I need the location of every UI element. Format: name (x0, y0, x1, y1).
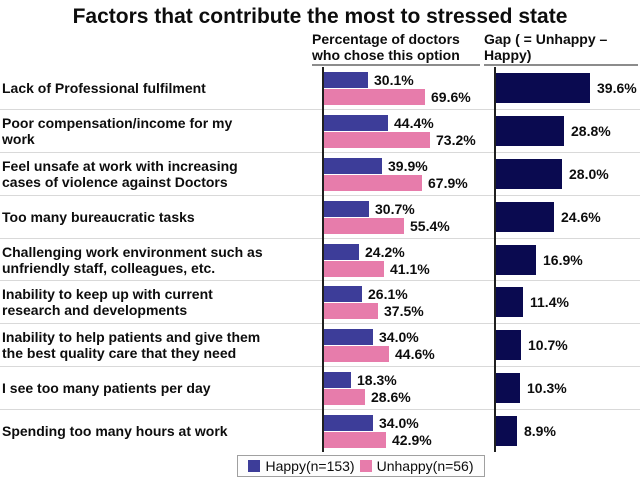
gap-value-label: 39.6% (597, 80, 637, 96)
happy-value-label: 18.3% (357, 372, 397, 389)
chart-area: Lack of Professional fulfilment 30.1% 69.6… (0, 67, 640, 452)
gap-value-label: 10.3% (527, 380, 567, 397)
category-label: Poor compensation/income for my work (2, 114, 233, 147)
unhappy-value-label: 44.6% (395, 346, 435, 363)
happy-bar (324, 415, 373, 432)
happy-value-label: 39.9% (388, 157, 428, 174)
category-label: Spending too many hours at work (2, 423, 228, 440)
gap-header-underline (484, 64, 638, 66)
percentage-column-header: Percentage of doctors who chose this opt… (312, 31, 460, 63)
gap-value-label: 11.4% (530, 294, 569, 311)
gap-bar (496, 201, 554, 232)
happy-bar (324, 157, 382, 174)
happy-bar (324, 200, 369, 217)
happy-bar (324, 114, 388, 131)
happy-value-label: 30.1% (374, 72, 414, 88)
category-label: Inability to help patients and give them… (2, 329, 261, 362)
gap-bar (496, 73, 590, 103)
category-label: Feel unsafe at work with increasing case… (2, 157, 238, 190)
unhappy-value-label: 42.9% (392, 432, 432, 449)
happy-legend-swatch-icon (248, 460, 261, 472)
happy-value-label: 34.0% (379, 415, 419, 432)
happy-value-label: 44.4% (394, 114, 434, 131)
unhappy-value-label: 67.9% (428, 174, 468, 191)
chart-title: Factors that contribute the most to stre… (72, 5, 568, 28)
unhappy-bar (324, 346, 389, 363)
percentage-header-underline (312, 64, 480, 66)
happy-bar (324, 72, 368, 88)
gap-value-label: 10.7% (528, 337, 568, 354)
unhappy-value-label: 41.1% (390, 260, 430, 277)
happy-value-label: 30.7% (375, 200, 415, 217)
gap-bar (496, 330, 521, 361)
gap-bar (496, 373, 520, 404)
chart-row: Lack of Professional fulfilment 30.1% 69.6… (0, 67, 640, 110)
gap-bar (496, 416, 517, 447)
chart-row: Inability to keep up with current resear… (0, 281, 640, 325)
happy-bar (324, 329, 373, 346)
unhappy-value-label: 55.4% (410, 217, 450, 234)
unhappy-legend-label: Unhappy(n=56) (376, 458, 474, 474)
happy-value-label: 24.2% (365, 243, 405, 260)
gap-value-label: 28.0% (569, 165, 609, 182)
gap-value-label: 16.9% (543, 251, 583, 268)
gap-value-label: 8.9% (524, 423, 556, 440)
unhappy-value-label: 28.6% (371, 389, 411, 406)
unhappy-bar (324, 89, 425, 105)
legend: Happy(n=153) Unhappy(n=56) (237, 455, 485, 477)
unhappy-bar (324, 131, 430, 148)
unhappy-value-label: 37.5% (384, 303, 424, 320)
unhappy-bar (324, 389, 365, 406)
category-label: Lack of Professional fulfilment (2, 79, 206, 96)
category-label: I see too many patients per day (2, 380, 211, 397)
unhappy-bar (324, 174, 422, 191)
gap-axis-line (494, 67, 496, 452)
chart-row: I see too many patients per day 18.3% 28.6… (0, 367, 640, 411)
gap-value-label: 24.6% (561, 208, 601, 225)
unhappy-value-label: 73.2% (436, 131, 476, 148)
unhappy-bar (324, 260, 384, 277)
unhappy-bar (324, 217, 404, 234)
happy-bar (324, 372, 351, 389)
unhappy-legend-swatch-icon (359, 460, 372, 472)
happy-bar (324, 243, 359, 260)
unhappy-value-label: 69.6% (431, 89, 471, 105)
gap-bar (496, 158, 562, 189)
gap-bar (496, 115, 564, 146)
chart-row: Challenging work environment such as unf… (0, 239, 640, 282)
unhappy-bar (324, 432, 386, 449)
percentage-axis-line (322, 67, 324, 452)
category-label: Too many bureaucratic tasks (2, 208, 195, 225)
unhappy-bar (324, 303, 378, 320)
chart-row: Poor compensation/income for my work 44.4… (0, 110, 640, 153)
gap-bar (496, 244, 536, 275)
gap-bar (496, 287, 523, 318)
category-label: Challenging work environment such as unf… (2, 243, 263, 276)
happy-legend-label: Happy(n=153) (265, 458, 355, 474)
happy-bar (324, 286, 362, 303)
happy-value-label: 34.0% (379, 329, 419, 346)
category-label: Inability to keep up with current resear… (2, 286, 213, 319)
chart-row: Feel unsafe at work with increasing case… (0, 153, 640, 196)
happy-value-label: 26.1% (368, 286, 408, 303)
gap-value-label: 28.8% (571, 122, 611, 139)
chart-row: Too many bureaucratic tasks 30.7% 55.4% 24.… (0, 196, 640, 239)
chart-row: Spending too many hours at work 34.0% 42.9… (0, 410, 640, 452)
chart-row: Inability to help patients and give them… (0, 324, 640, 368)
gap-column-header: Gap ( = Unhappy – Happy) (484, 31, 608, 63)
